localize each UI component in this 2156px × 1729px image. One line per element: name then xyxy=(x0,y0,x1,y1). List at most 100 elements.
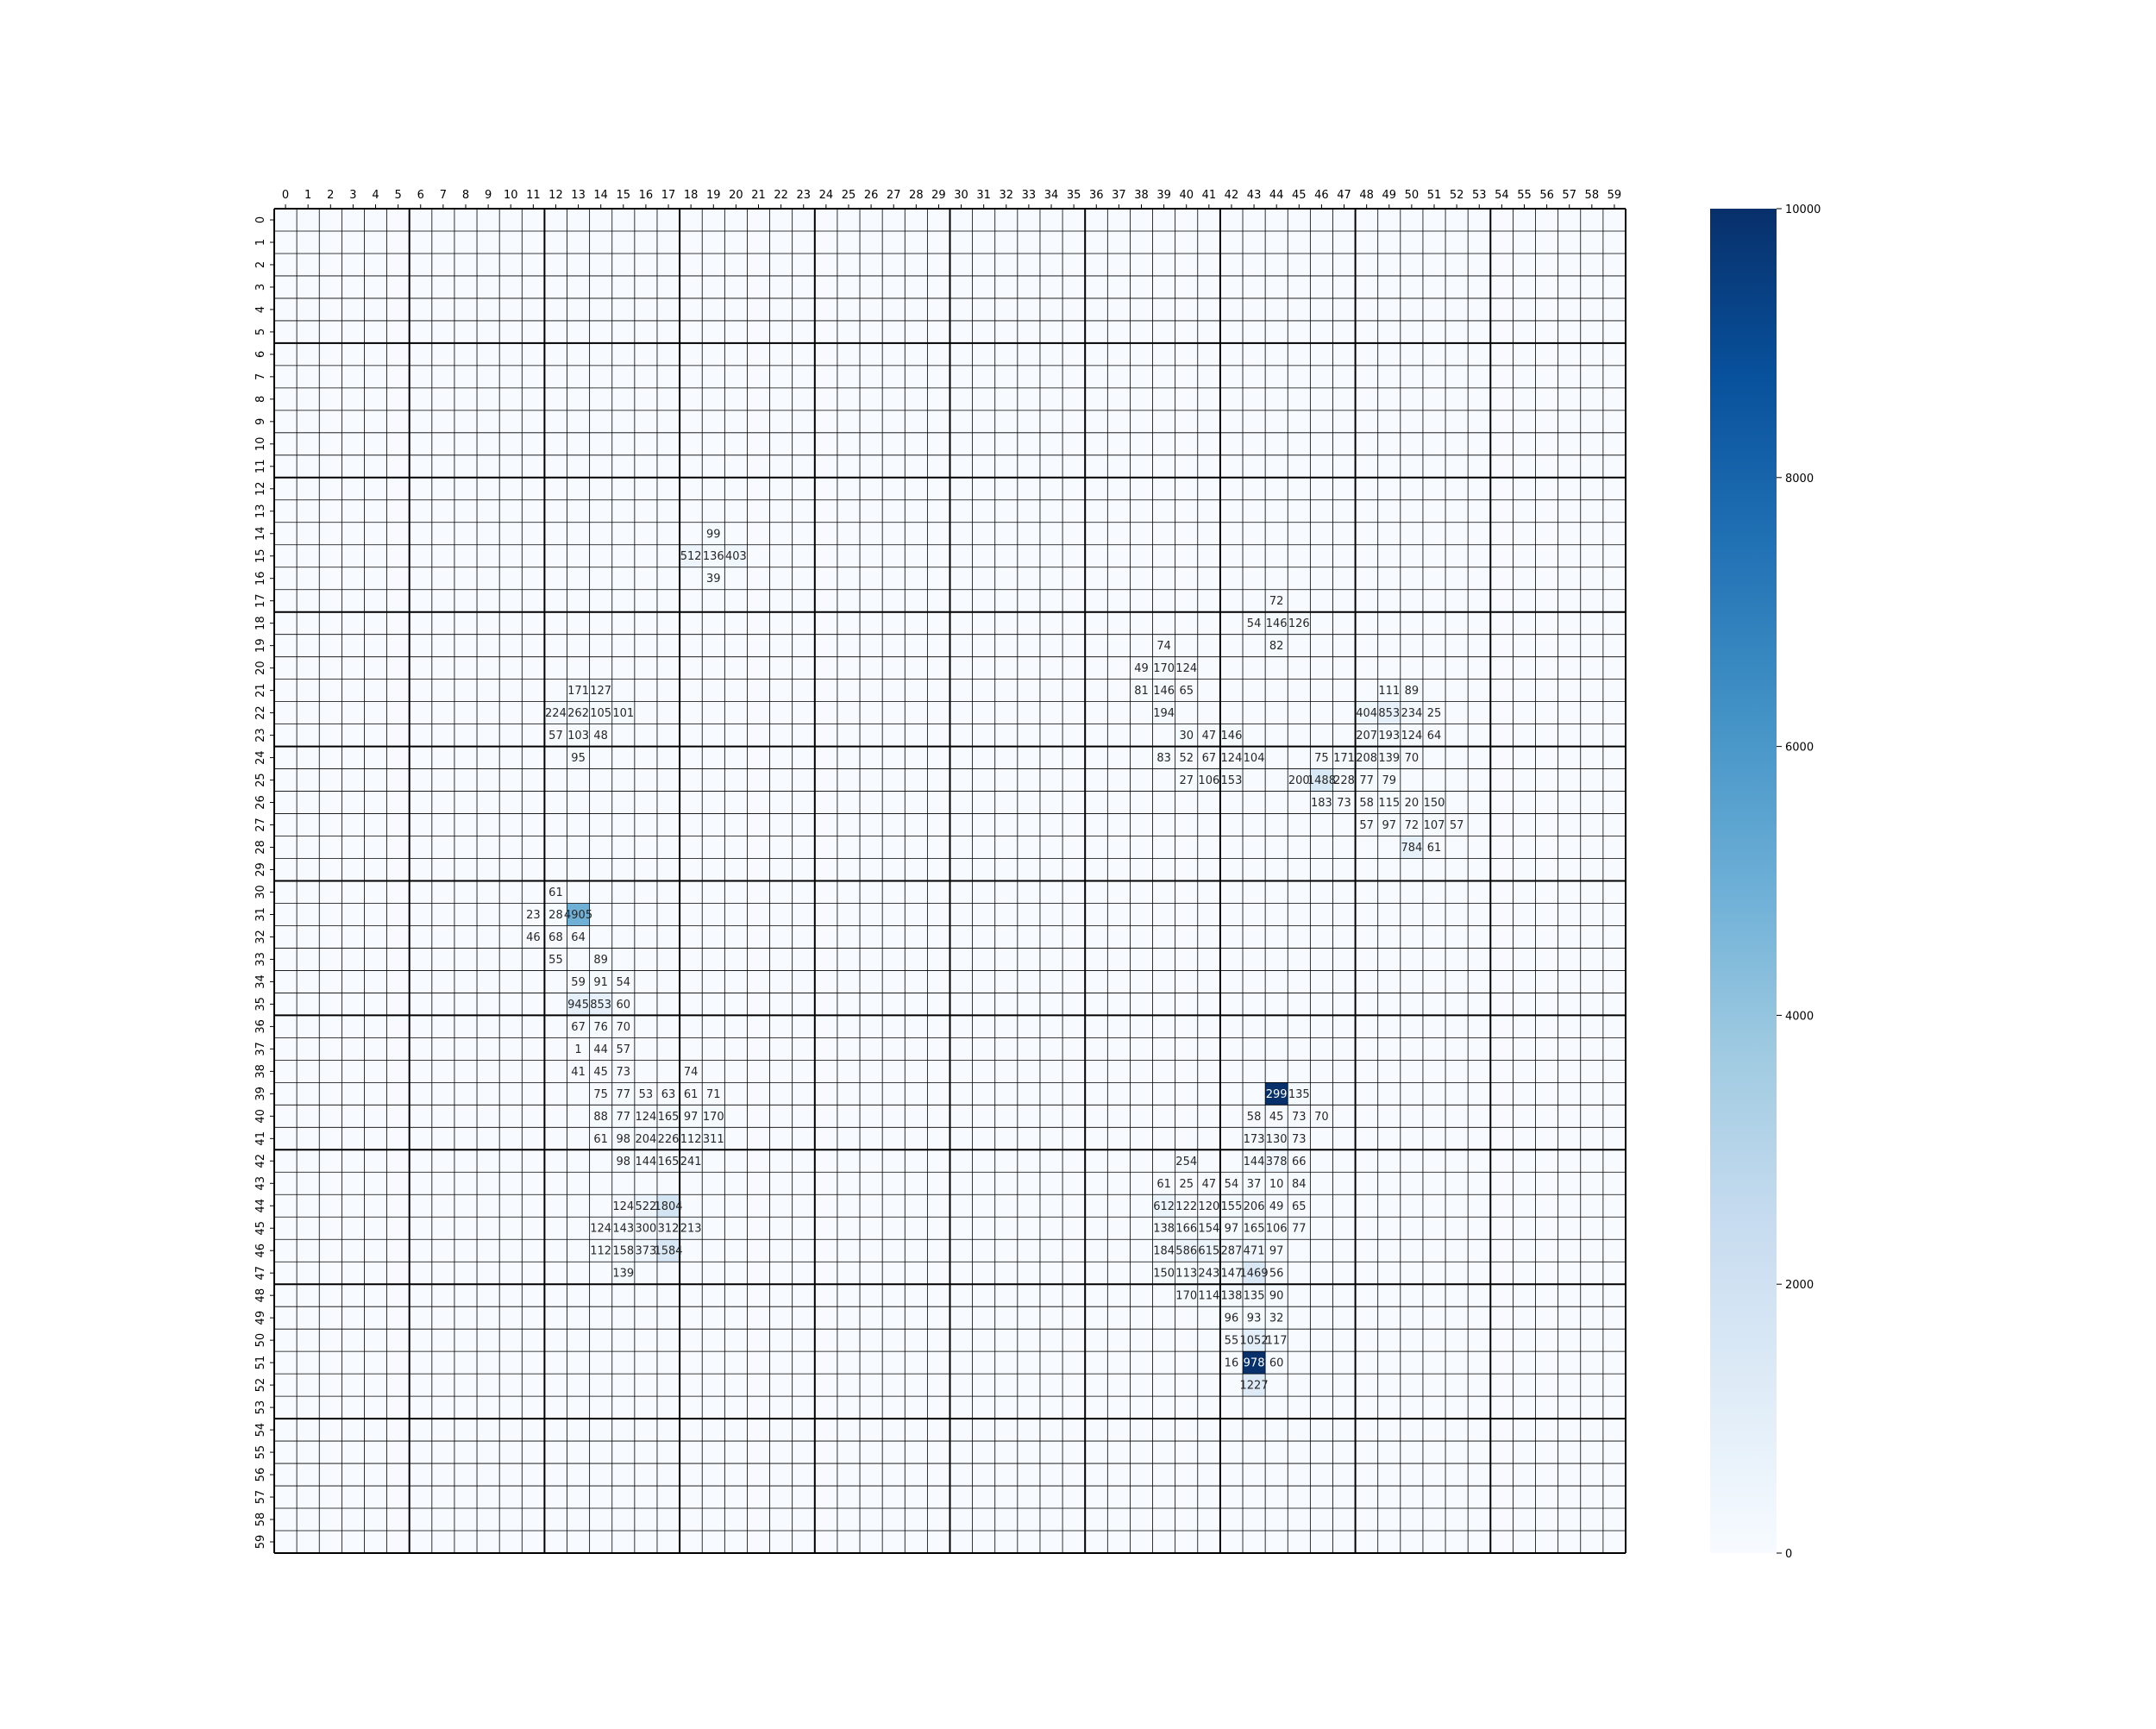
cell-value-label: 96 xyxy=(1225,1312,1239,1325)
colorbar-tick-label: 4000 xyxy=(1785,1010,1814,1023)
heatmap-cell xyxy=(680,1150,703,1173)
x-tick-label: 40 xyxy=(1179,189,1194,202)
cell-value-label: 63 xyxy=(661,1088,676,1101)
heatmap-cell xyxy=(1152,656,1175,680)
heatmap-cell xyxy=(1422,791,1446,814)
cell-value-label: 32 xyxy=(1269,1312,1284,1325)
cell-value-label: 183 xyxy=(1311,797,1332,810)
y-tick-label: 55 xyxy=(254,1445,267,1460)
heatmap-cell xyxy=(1288,1217,1311,1240)
heatmap-cell xyxy=(611,1060,635,1083)
cell-value-label: 228 xyxy=(1333,774,1355,787)
heatmap-cell xyxy=(1288,1172,1311,1195)
cell-value-label: 30 xyxy=(1179,730,1194,742)
cell-value-label: 77 xyxy=(617,1088,631,1101)
cell-value-label: 77 xyxy=(1292,1223,1307,1236)
cell-value-label: 56 xyxy=(1269,1268,1284,1281)
cell-value-label: 287 xyxy=(1221,1245,1243,1258)
heatmap-cell xyxy=(1243,1284,1266,1307)
cell-value-label: 81 xyxy=(1134,685,1149,698)
x-tick-label: 44 xyxy=(1269,189,1284,202)
cell-value-label: 49 xyxy=(1134,662,1149,675)
cell-value-label: 117 xyxy=(1266,1335,1288,1348)
x-tick-label: 55 xyxy=(1517,189,1532,202)
y-tick-label: 41 xyxy=(254,1131,267,1146)
heatmap-cell xyxy=(567,970,590,993)
y-tick-label: 19 xyxy=(254,638,267,653)
heatmap-cell xyxy=(567,993,590,1016)
cell-value-label: 49 xyxy=(1269,1200,1284,1213)
y-tick-label: 38 xyxy=(254,1064,267,1079)
x-tick-label: 37 xyxy=(1112,189,1126,202)
cell-value-label: 28 xyxy=(548,909,563,922)
y-tick-label: 37 xyxy=(254,1042,267,1056)
heatmap-cell xyxy=(1265,1194,1288,1218)
heatmap-cell xyxy=(611,1082,635,1106)
x-tick-label: 36 xyxy=(1089,189,1104,202)
y-tick-label: 52 xyxy=(254,1378,267,1393)
heatmap-cell xyxy=(1243,611,1266,635)
y-tick-label: 20 xyxy=(254,661,267,675)
heatmap-cell xyxy=(1219,1284,1244,1307)
y-tick-label: 17 xyxy=(254,593,267,608)
cell-value-label: 138 xyxy=(1153,1223,1175,1236)
y-tick-label: 1 xyxy=(254,239,267,246)
heatmap-cell xyxy=(1265,589,1288,612)
cell-value-label: 124 xyxy=(590,1223,611,1236)
colorbar: 0 2000 4000 6000 8000 10000 xyxy=(1710,204,1821,1561)
cell-value-label: 112 xyxy=(590,1245,611,1258)
heatmap-cell xyxy=(567,925,590,949)
heatmap-cell xyxy=(1377,746,1401,769)
cell-value-label: 153 xyxy=(1221,774,1243,787)
cell-value-label: 978 xyxy=(1244,1357,1265,1370)
y-tick-label: 24 xyxy=(254,750,267,765)
x-tick-label: 10 xyxy=(504,189,518,202)
heatmap-cell xyxy=(656,1127,680,1150)
x-tick-label: 27 xyxy=(887,189,901,202)
colorbar-tick-label: 6000 xyxy=(1785,742,1814,755)
cell-value-label: 1584 xyxy=(654,1245,682,1258)
heatmap-cell xyxy=(1175,1150,1198,1173)
cell-value-label: 146 xyxy=(1153,685,1175,698)
heatmap-cell xyxy=(1288,768,1311,792)
heatmap-cell xyxy=(1219,768,1244,792)
cell-value-label: 147 xyxy=(1221,1268,1243,1281)
heatmap-cell xyxy=(1377,791,1401,814)
cell-value-label: 143 xyxy=(612,1223,634,1236)
cell-value-label: 165 xyxy=(658,1156,680,1168)
heatmap-cell xyxy=(544,903,567,926)
heatmap-cell xyxy=(611,1194,635,1218)
x-tick-label: 2 xyxy=(327,189,334,202)
heatmap-cell xyxy=(1175,1194,1198,1218)
cell-value-label: 99 xyxy=(706,528,721,541)
cell-value-label: 82 xyxy=(1269,640,1284,653)
heatmap-cell xyxy=(1265,1284,1288,1307)
heatmap-cell xyxy=(1265,1150,1288,1173)
x-tick-label: 43 xyxy=(1247,189,1262,202)
heatmap-cell xyxy=(1243,746,1266,769)
cell-value-label: 106 xyxy=(1198,774,1219,787)
heatmap-cell xyxy=(1288,1082,1311,1106)
heatmap-cell xyxy=(1265,1351,1288,1375)
heatmap-cell xyxy=(1265,1239,1288,1262)
cell-value-label: 54 xyxy=(617,976,631,989)
heatmap-cell xyxy=(1265,1105,1288,1128)
y-tick-label: 9 xyxy=(254,418,267,425)
cell-value-label: 114 xyxy=(1198,1290,1219,1303)
heatmap-cell xyxy=(1288,611,1311,635)
heatmap-cell xyxy=(611,1150,635,1173)
x-tick-label: 58 xyxy=(1585,189,1600,202)
heatmap-cell xyxy=(1265,1127,1288,1150)
x-tick-label: 3 xyxy=(349,189,356,202)
heatmap-cell xyxy=(1243,1262,1266,1285)
y-tick-label: 4 xyxy=(254,306,267,313)
y-tick-label: 56 xyxy=(254,1468,267,1482)
heatmap-cell xyxy=(1219,1306,1244,1330)
heatmap-cell xyxy=(1130,679,1153,702)
x-tick-label: 54 xyxy=(1495,189,1509,202)
cell-value-label: 124 xyxy=(612,1200,634,1213)
y-tick-label: 7 xyxy=(254,373,267,380)
cell-value-label: 165 xyxy=(658,1111,680,1124)
x-tick-label: 50 xyxy=(1405,189,1420,202)
heatmap-cell xyxy=(1197,768,1220,792)
